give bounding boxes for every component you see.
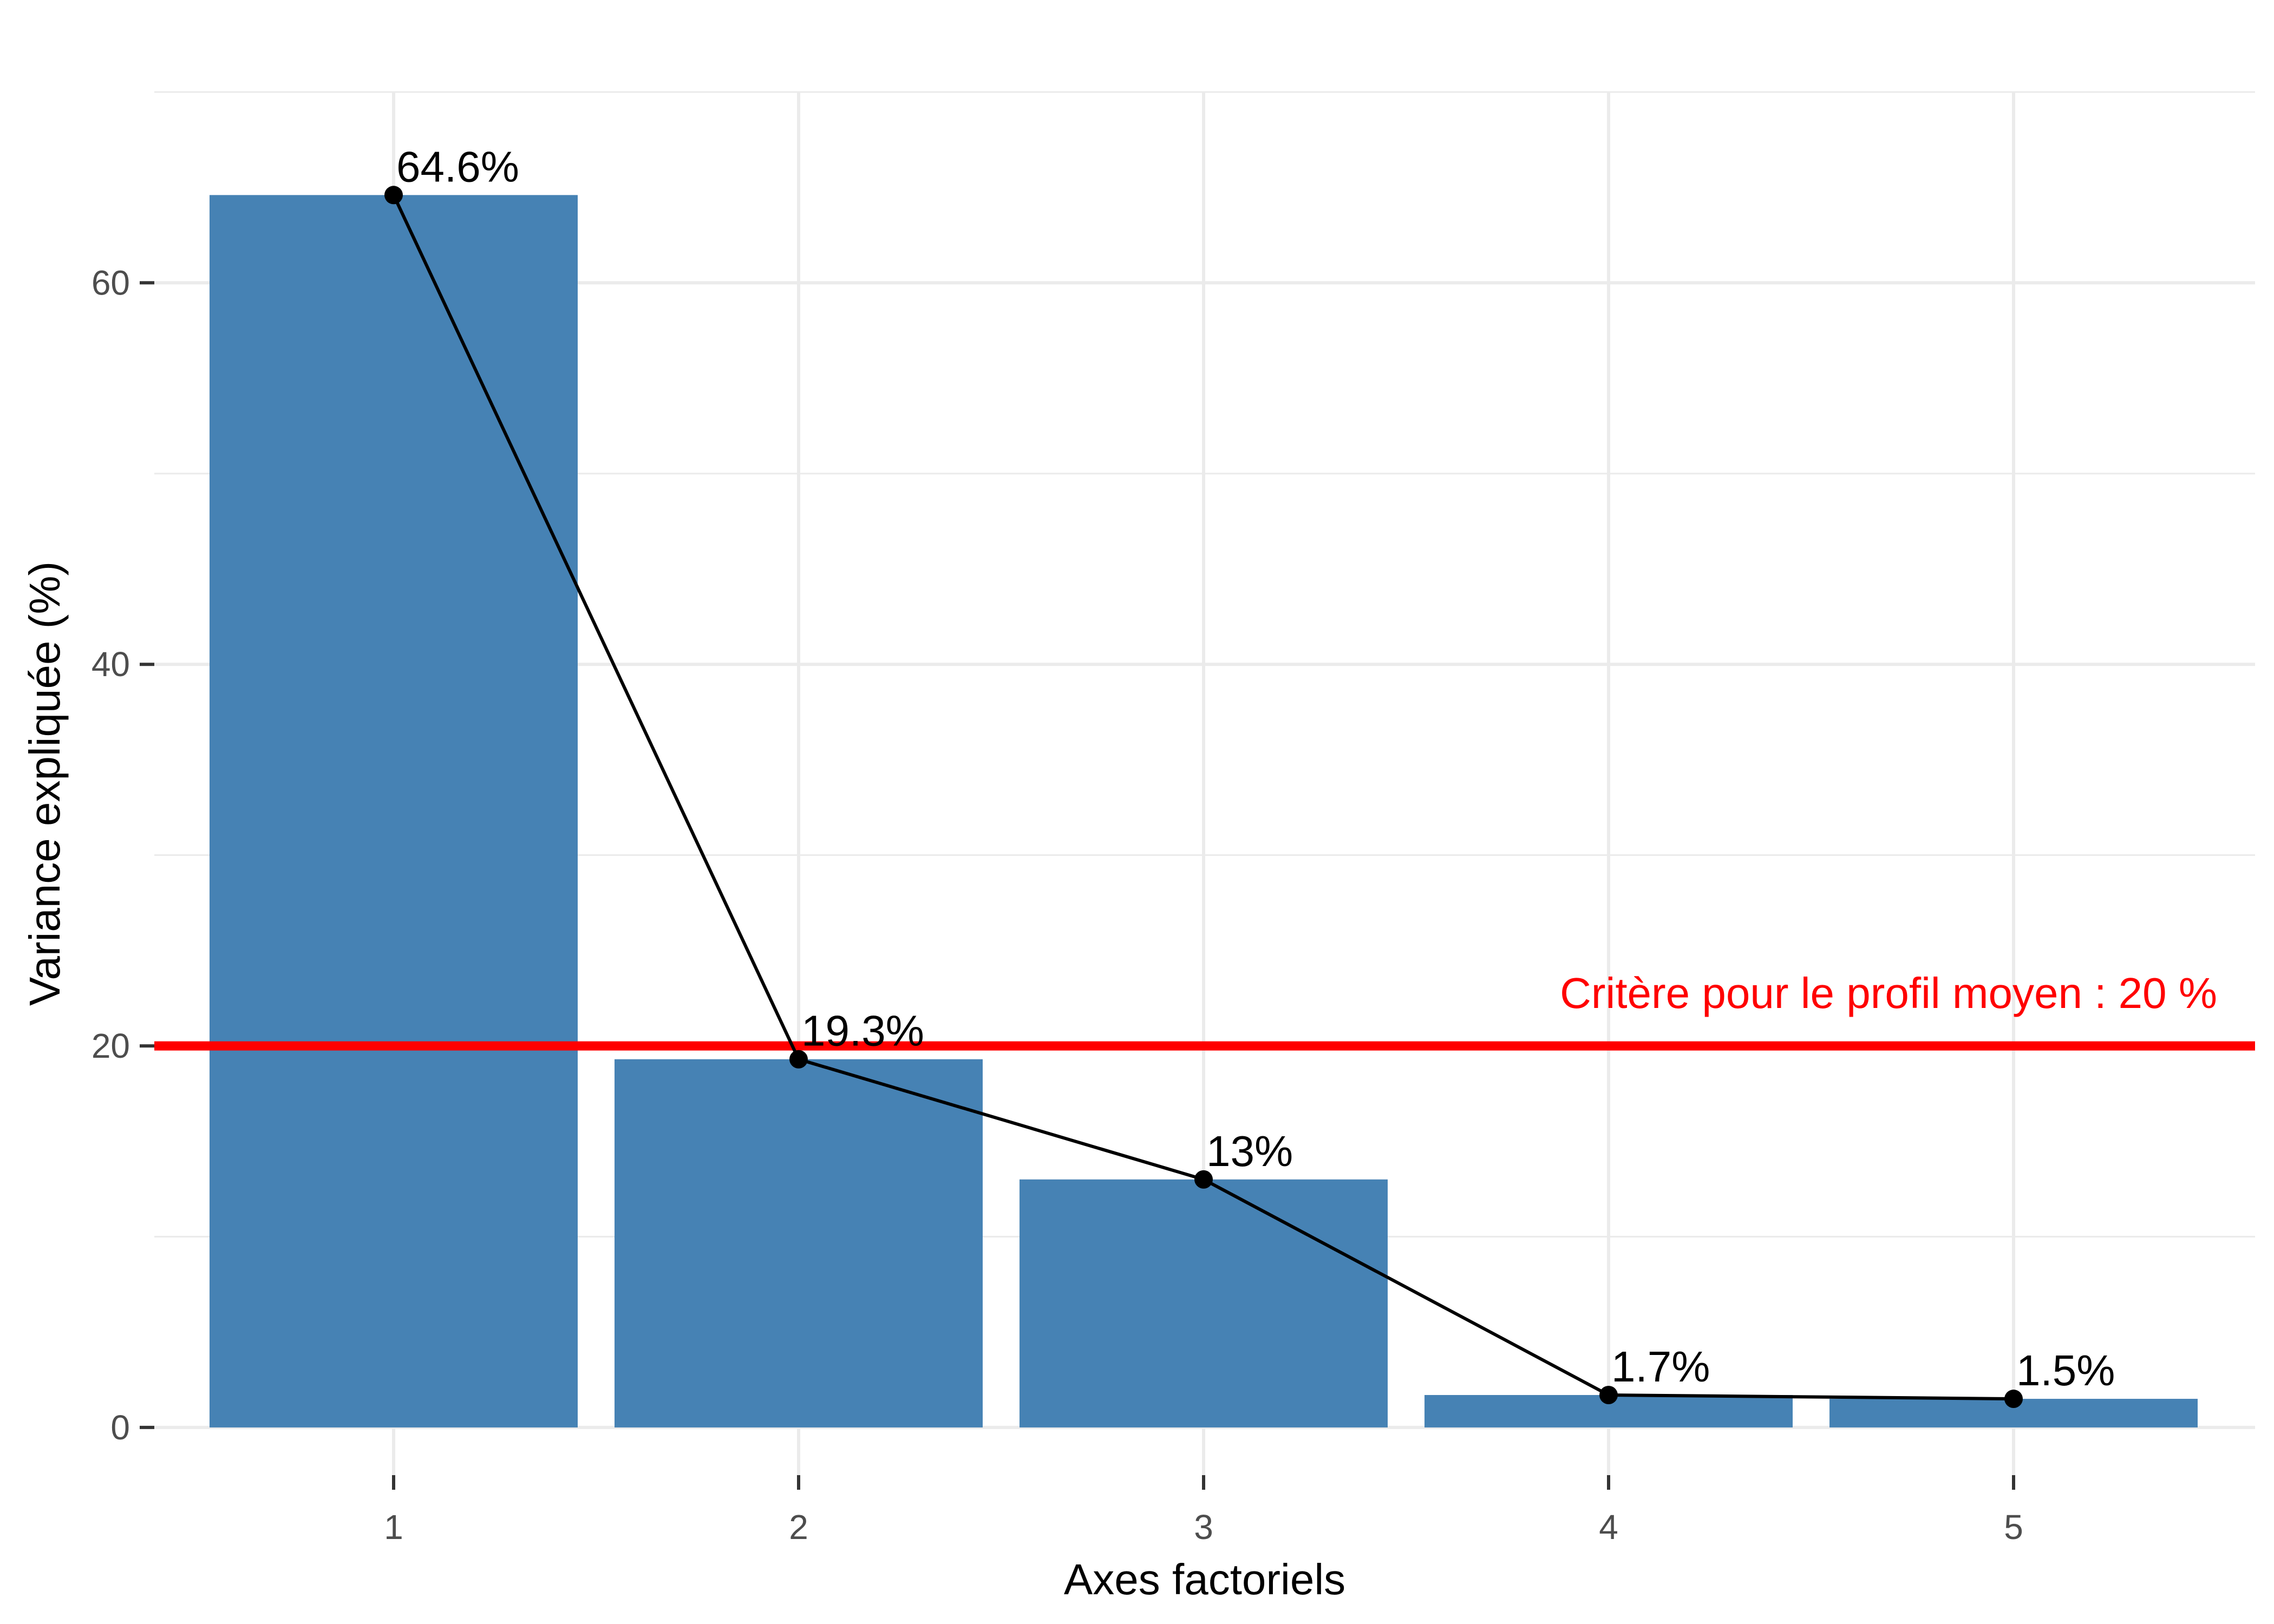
bar-1: [210, 195, 578, 1427]
point-5: [2004, 1390, 2023, 1409]
x-tick-label: 3: [1194, 1508, 1213, 1547]
reference-line-label: Critère pour le profil moyen : 20 %: [1560, 969, 2217, 1017]
axes: 0 20 40 60 1 2 3 4 5: [92, 263, 2023, 1547]
y-tick-label: 20: [92, 1026, 130, 1065]
cumulative-line-group: [384, 186, 2023, 1409]
x-tick-label: 5: [2004, 1508, 2023, 1547]
x-tick-label: 1: [384, 1508, 403, 1547]
data-label-1: 64.6%: [396, 142, 519, 191]
point-4: [1599, 1385, 1618, 1404]
y-tick-label: 0: [110, 1408, 130, 1447]
x-tick-label: 2: [789, 1508, 808, 1547]
data-labels: 64.6% 19.3% 13% 1.7% 1.5%: [396, 142, 2115, 1394]
bar-2: [615, 1059, 983, 1427]
y-tick-label: 40: [92, 645, 130, 684]
data-label-4: 1.7%: [1611, 1343, 1710, 1391]
point-2: [789, 1050, 808, 1069]
data-label-5: 1.5%: [2016, 1346, 2115, 1394]
point-3: [1194, 1170, 1213, 1189]
data-label-2: 19.3%: [801, 1007, 924, 1055]
point-1: [384, 186, 403, 205]
y-axis-title: Variance expliquée (%): [21, 561, 69, 1006]
x-axis-title: Axes factoriels: [1064, 1555, 1345, 1603]
y-tick-label: 60: [92, 263, 130, 302]
bar-3: [1020, 1179, 1388, 1427]
bars: [210, 195, 2198, 1427]
reference-line-group: Critère pour le profil moyen : 20 %: [154, 969, 2255, 1051]
data-label-3: 13%: [1206, 1127, 1293, 1175]
x-tick-label: 4: [1599, 1508, 1618, 1547]
